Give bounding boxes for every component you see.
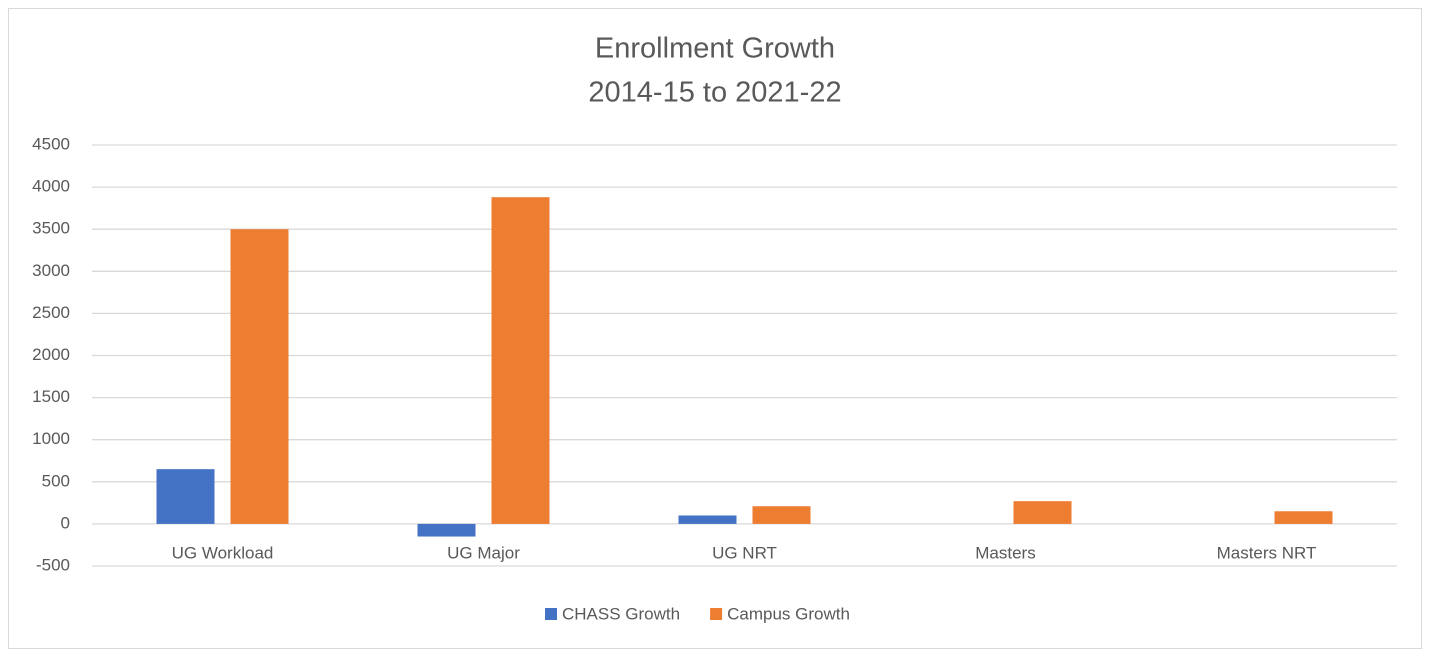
- chart-subtitle: 2014-15 to 2021-22: [588, 77, 841, 109]
- x-tick-label: Masters NRT: [1217, 543, 1317, 562]
- legend-swatch: [710, 608, 723, 620]
- legend-label: Campus Growth: [727, 604, 850, 623]
- bar: [156, 469, 215, 524]
- bar: [230, 229, 289, 524]
- y-tick-label: 1000: [32, 429, 70, 448]
- bar: [491, 197, 550, 524]
- y-tick-label: 2500: [32, 303, 70, 322]
- bar: [752, 506, 811, 524]
- legend-swatch: [545, 608, 557, 620]
- y-tick-label: 0: [61, 513, 70, 532]
- chart-title: Enrollment Growth: [595, 33, 835, 65]
- y-tick-label: -500: [36, 555, 70, 574]
- y-tick-label: 1500: [32, 387, 70, 406]
- y-tick-label: 4500: [32, 134, 70, 153]
- bar: [1013, 501, 1072, 524]
- legend-label: CHASS Growth: [562, 604, 680, 623]
- x-tick-label: Masters: [975, 543, 1035, 562]
- bar: [1274, 511, 1333, 524]
- y-tick-label: 4000: [32, 177, 70, 196]
- bar: [417, 523, 476, 537]
- x-tick-label: UG NRT: [712, 543, 777, 562]
- x-tick-label: UG Major: [447, 543, 520, 562]
- y-tick-label: 3000: [32, 261, 70, 280]
- y-tick-label: 3500: [32, 219, 70, 238]
- y-tick-label: 2000: [32, 345, 70, 364]
- bar: [678, 515, 737, 524]
- y-tick-label: 500: [42, 471, 70, 490]
- x-tick-label: UG Workload: [172, 543, 274, 562]
